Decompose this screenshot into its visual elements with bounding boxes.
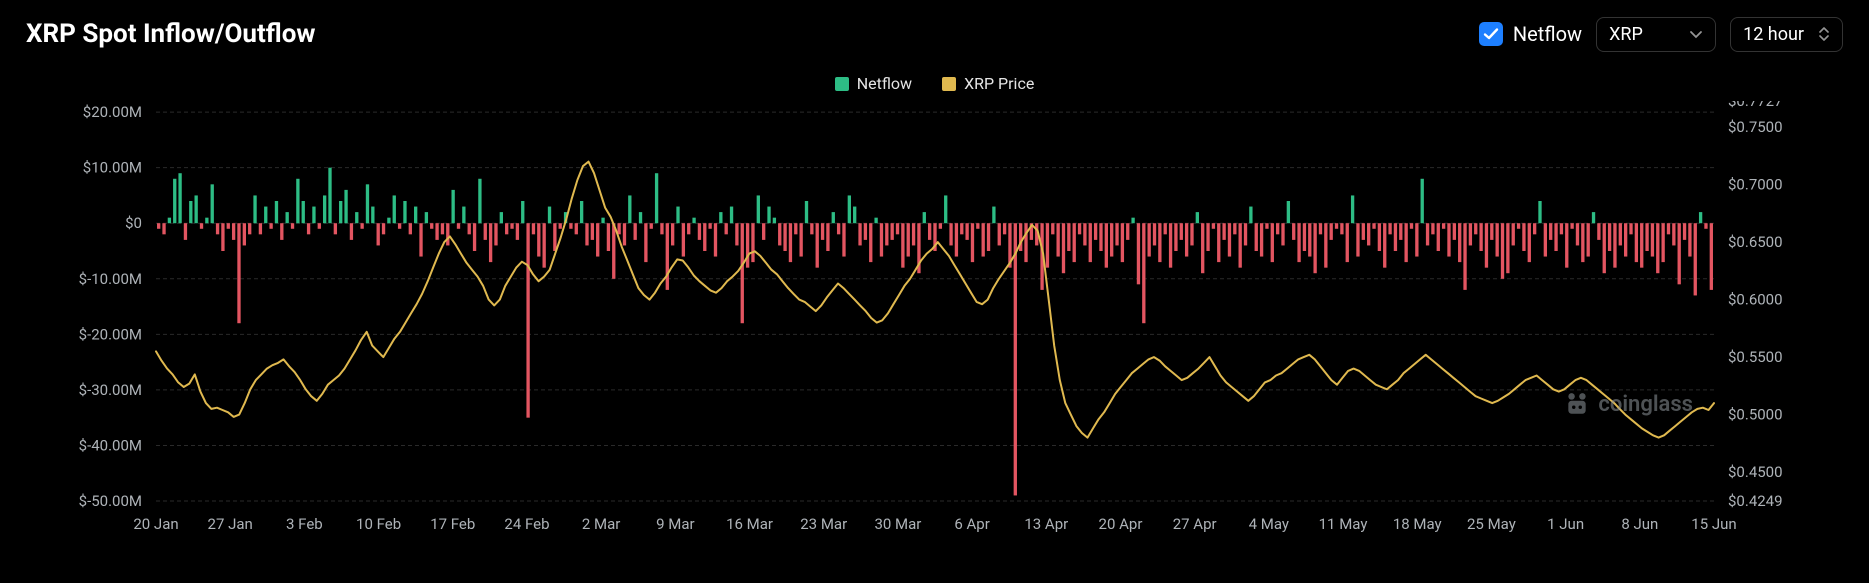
legend-swatch-price bbox=[942, 77, 956, 91]
svg-text:$0.7727: $0.7727 bbox=[1728, 101, 1783, 110]
netflow-toggle[interactable]: Netflow bbox=[1479, 22, 1582, 46]
svg-text:20 Jan: 20 Jan bbox=[133, 515, 178, 533]
svg-text:23 Mar: 23 Mar bbox=[800, 515, 847, 533]
svg-text:27 Jan: 27 Jan bbox=[208, 515, 253, 533]
svg-text:$0.6500: $0.6500 bbox=[1728, 233, 1783, 251]
svg-text:6 Apr: 6 Apr bbox=[954, 515, 989, 533]
netflow-checkbox[interactable] bbox=[1479, 22, 1503, 46]
svg-text:25 May: 25 May bbox=[1467, 515, 1516, 533]
svg-text:$0.4249: $0.4249 bbox=[1728, 492, 1783, 510]
check-icon bbox=[1483, 26, 1499, 42]
coinglass-icon bbox=[1564, 391, 1590, 417]
svg-text:4 May: 4 May bbox=[1249, 515, 1289, 533]
svg-text:10 Feb: 10 Feb bbox=[356, 515, 401, 533]
svg-text:$0.5500: $0.5500 bbox=[1728, 348, 1783, 366]
legend-label-price: XRP Price bbox=[964, 74, 1034, 93]
watermark: coinglass bbox=[1564, 391, 1693, 417]
stepper-icon bbox=[1818, 26, 1830, 42]
svg-text:$20.00M: $20.00M bbox=[83, 103, 142, 121]
svg-text:8 Jun: 8 Jun bbox=[1621, 515, 1658, 533]
svg-text:$-30.00M: $-30.00M bbox=[79, 381, 142, 399]
svg-text:$0: $0 bbox=[125, 214, 142, 232]
svg-text:$-50.00M: $-50.00M bbox=[79, 492, 142, 510]
svg-text:3 Feb: 3 Feb bbox=[286, 515, 323, 533]
legend-label-netflow: Netflow bbox=[857, 74, 912, 93]
page-title: XRP Spot Inflow/Outflow bbox=[26, 19, 315, 49]
netflow-checkbox-label: Netflow bbox=[1513, 22, 1582, 46]
header: XRP Spot Inflow/Outflow Netflow XRP 12 h… bbox=[26, 12, 1843, 56]
chart-svg: $20.00M $10.00M $0 $-10.00M $-20.00M $-30.00M… bbox=[26, 101, 1843, 563]
svg-text:$10.00M: $10.00M bbox=[83, 159, 142, 177]
legend: Netflow XRP Price bbox=[26, 74, 1843, 93]
svg-text:9 Mar: 9 Mar bbox=[656, 515, 695, 533]
svg-text:$0.7500: $0.7500 bbox=[1728, 118, 1783, 136]
svg-text:16 Mar: 16 Mar bbox=[726, 515, 773, 533]
svg-text:20 Apr: 20 Apr bbox=[1099, 515, 1143, 533]
svg-text:$-20.00M: $-20.00M bbox=[79, 325, 142, 343]
svg-text:$0.7000: $0.7000 bbox=[1728, 176, 1783, 194]
svg-text:$0.5000: $0.5000 bbox=[1728, 406, 1783, 424]
asset-select[interactable]: XRP bbox=[1596, 17, 1716, 52]
watermark-text: coinglass bbox=[1598, 392, 1693, 417]
svg-text:$-40.00M: $-40.00M bbox=[79, 436, 142, 454]
svg-text:2 Mar: 2 Mar bbox=[582, 515, 621, 533]
svg-text:$0.4500: $0.4500 bbox=[1728, 463, 1783, 481]
chart-area: $20.00M $10.00M $0 $-10.00M $-20.00M $-30.00M… bbox=[26, 101, 1843, 563]
svg-text:13 Apr: 13 Apr bbox=[1024, 515, 1068, 533]
chart-container: XRP Spot Inflow/Outflow Netflow XRP 12 h… bbox=[0, 0, 1869, 583]
svg-text:27 Apr: 27 Apr bbox=[1173, 515, 1217, 533]
svg-text:17 Feb: 17 Feb bbox=[430, 515, 475, 533]
svg-text:11 May: 11 May bbox=[1319, 515, 1368, 533]
legend-item-price[interactable]: XRP Price bbox=[942, 74, 1034, 93]
svg-text:$0.6000: $0.6000 bbox=[1728, 291, 1783, 309]
svg-text:1 Jun: 1 Jun bbox=[1547, 515, 1584, 533]
chevron-down-icon bbox=[1689, 27, 1703, 41]
header-controls: Netflow XRP 12 hour bbox=[1479, 17, 1843, 52]
interval-select-value: 12 hour bbox=[1743, 24, 1804, 45]
svg-text:18 May: 18 May bbox=[1393, 515, 1442, 533]
svg-text:24 Feb: 24 Feb bbox=[504, 515, 549, 533]
legend-item-netflow[interactable]: Netflow bbox=[835, 74, 912, 93]
svg-text:$-10.00M: $-10.00M bbox=[79, 270, 142, 288]
svg-text:30 Mar: 30 Mar bbox=[874, 515, 921, 533]
svg-text:15 Jun: 15 Jun bbox=[1691, 515, 1736, 533]
interval-select[interactable]: 12 hour bbox=[1730, 17, 1843, 52]
asset-select-value: XRP bbox=[1609, 24, 1643, 45]
legend-swatch-netflow bbox=[835, 77, 849, 91]
